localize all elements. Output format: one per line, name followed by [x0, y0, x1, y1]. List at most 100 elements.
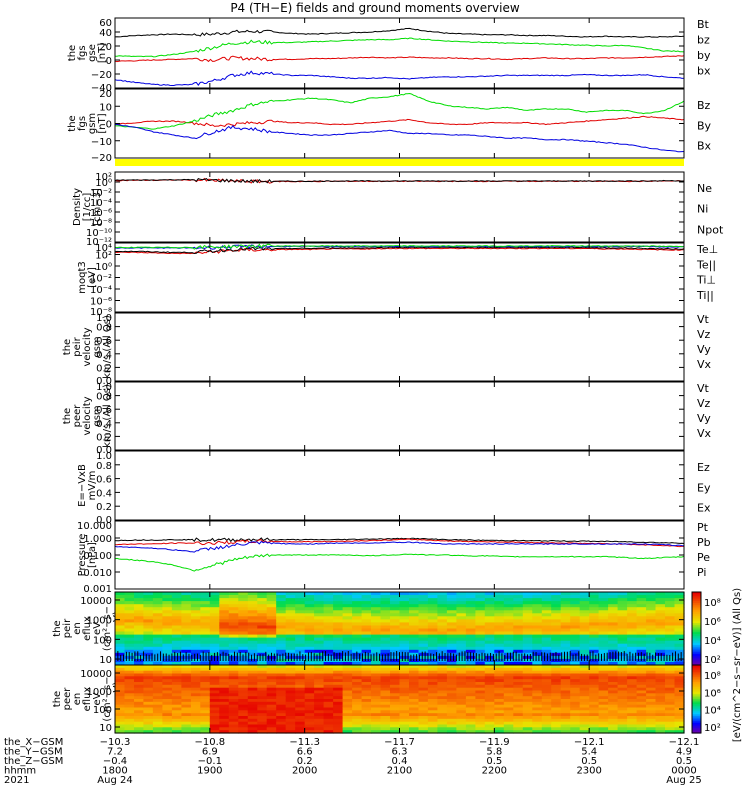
spectrogram-cell: [579, 631, 590, 636]
spectrogram-cell: [503, 628, 514, 633]
spectrogram-cell: [674, 628, 685, 633]
spectrogram-cell: [494, 710, 505, 714]
spectrogram-cell: [115, 707, 126, 711]
y-tick-label: 40: [99, 28, 112, 39]
spectrogram-cell: [285, 730, 296, 734]
spectrogram-cell: [181, 598, 192, 602]
spectrogram-cell: [560, 679, 571, 683]
spectrogram-cell: [589, 616, 600, 620]
panel-2-ylabel: [nT]: [97, 113, 108, 133]
spectrogram-cell: [579, 601, 590, 605]
spectrogram-cell: [636, 667, 647, 672]
spectrogram-cell: [171, 713, 182, 717]
panel-frame: [114, 242, 685, 313]
spectrogram-cell: [361, 610, 372, 614]
spectrogram-cell: [171, 619, 182, 623]
spectrogram-cell: [627, 613, 638, 617]
spectrogram-cell: [115, 696, 126, 700]
spectrogram-cell: [409, 592, 420, 596]
spectrogram-cell: [532, 730, 543, 734]
spectrogram-cell: [541, 704, 552, 709]
spectrogram-cell: [115, 713, 126, 717]
spectrogram-cell: [247, 696, 258, 700]
spectrogram-cell: [152, 619, 163, 623]
spectrogram-cell: [475, 710, 486, 714]
spectrogram-cell: [352, 687, 363, 692]
spectrogram-cell: [352, 665, 363, 669]
spectrogram-cell: [352, 676, 363, 680]
spectrogram-cell: [314, 690, 325, 694]
spectrogram-cell: [115, 682, 126, 686]
spectrogram-cell: [522, 613, 533, 617]
spectrogram-cell: [371, 619, 382, 623]
spectrogram-cell: [655, 696, 666, 700]
spectrogram-cell: [465, 665, 476, 669]
spectrogram-cell: [456, 598, 467, 602]
spectrogram-cell: [238, 704, 249, 709]
spectrogram-cell: [323, 616, 334, 620]
spectrogram-cell: [219, 716, 230, 720]
spectrogram-cell: [589, 707, 600, 711]
spectrogram-cell: [570, 693, 581, 697]
spectrogram-cell: [162, 679, 173, 683]
panel-1: the fgs gse [nT]: [67, 27, 685, 86]
spectrogram-cell: [475, 607, 486, 611]
spectrogram-cell: [503, 730, 514, 734]
spectrogram-cell: [295, 616, 306, 620]
spectrogram-cell: [115, 655, 126, 660]
colorbar-frame: [691, 664, 702, 734]
spectrogram-cell: [314, 622, 325, 626]
spectrogram-cell: [427, 634, 438, 639]
panel-6-ylabel: peer: [72, 404, 83, 428]
spectrogram-cell: [589, 631, 600, 636]
spectrogram-cell: [238, 628, 249, 633]
spectrogram-cell: [238, 610, 249, 614]
spectrogram-cell: [304, 699, 315, 703]
spectrogram-cell: [617, 710, 628, 714]
spectrogram-cell: [427, 727, 438, 731]
spectrogram-cell: [437, 682, 448, 686]
spectrogram-cell: [494, 679, 505, 683]
spectrogram-cell: [285, 610, 296, 614]
spectrogram-cell: [323, 687, 334, 692]
spectrogram-cell: [361, 598, 372, 602]
spectrogram-cell: [427, 718, 438, 723]
spectrogram-cell: [152, 604, 163, 608]
spectrogram-cell: [437, 619, 448, 623]
spectrogram-cell: [551, 701, 562, 706]
spectrogram-cell: [361, 670, 372, 675]
spectrogram-cell: [238, 727, 249, 731]
spectrogram-cell: [456, 707, 467, 711]
spectrogram-cell: [228, 730, 239, 734]
spectrogram-cell: [342, 670, 353, 675]
spectrogram-cell: [361, 716, 372, 720]
colorbar-segment: [692, 592, 701, 595]
spectrogram-cell: [646, 704, 657, 709]
spectrogram-cell: [257, 610, 268, 614]
spectrogram-cell: [409, 640, 420, 645]
spectrogram-cell: [551, 716, 562, 720]
spectrogram-cell: [228, 679, 239, 683]
spectrogram-cell: [465, 724, 476, 728]
spectrogram-cell: [418, 631, 429, 636]
spectrogram-cell: [522, 724, 533, 728]
spectrogram-cell: [276, 658, 287, 663]
spectrogram-cell: [266, 704, 277, 709]
spectrogram-cell: [475, 693, 486, 697]
spectrogram-cell: [636, 682, 647, 686]
panel-9-ylabel: the: [52, 620, 63, 636]
spectrogram-cell: [285, 713, 296, 717]
spectrogram-cell: [532, 655, 543, 660]
spectrogram-cell: [399, 701, 410, 706]
spectrogram-cell: [257, 643, 268, 648]
spectrogram-cell: [228, 619, 239, 623]
spectrogram-cell: [238, 598, 249, 602]
spectrogram-cell: [247, 682, 258, 686]
spectrogram-cell: [503, 622, 514, 626]
spectrogram-cell: [390, 704, 401, 709]
spectrogram-cell: [390, 628, 401, 633]
spectrogram-cell: [484, 687, 495, 692]
spectrogram-cell: [674, 713, 685, 717]
spectrogram-cell: [390, 690, 401, 694]
spectrogram-cell: [570, 687, 581, 692]
